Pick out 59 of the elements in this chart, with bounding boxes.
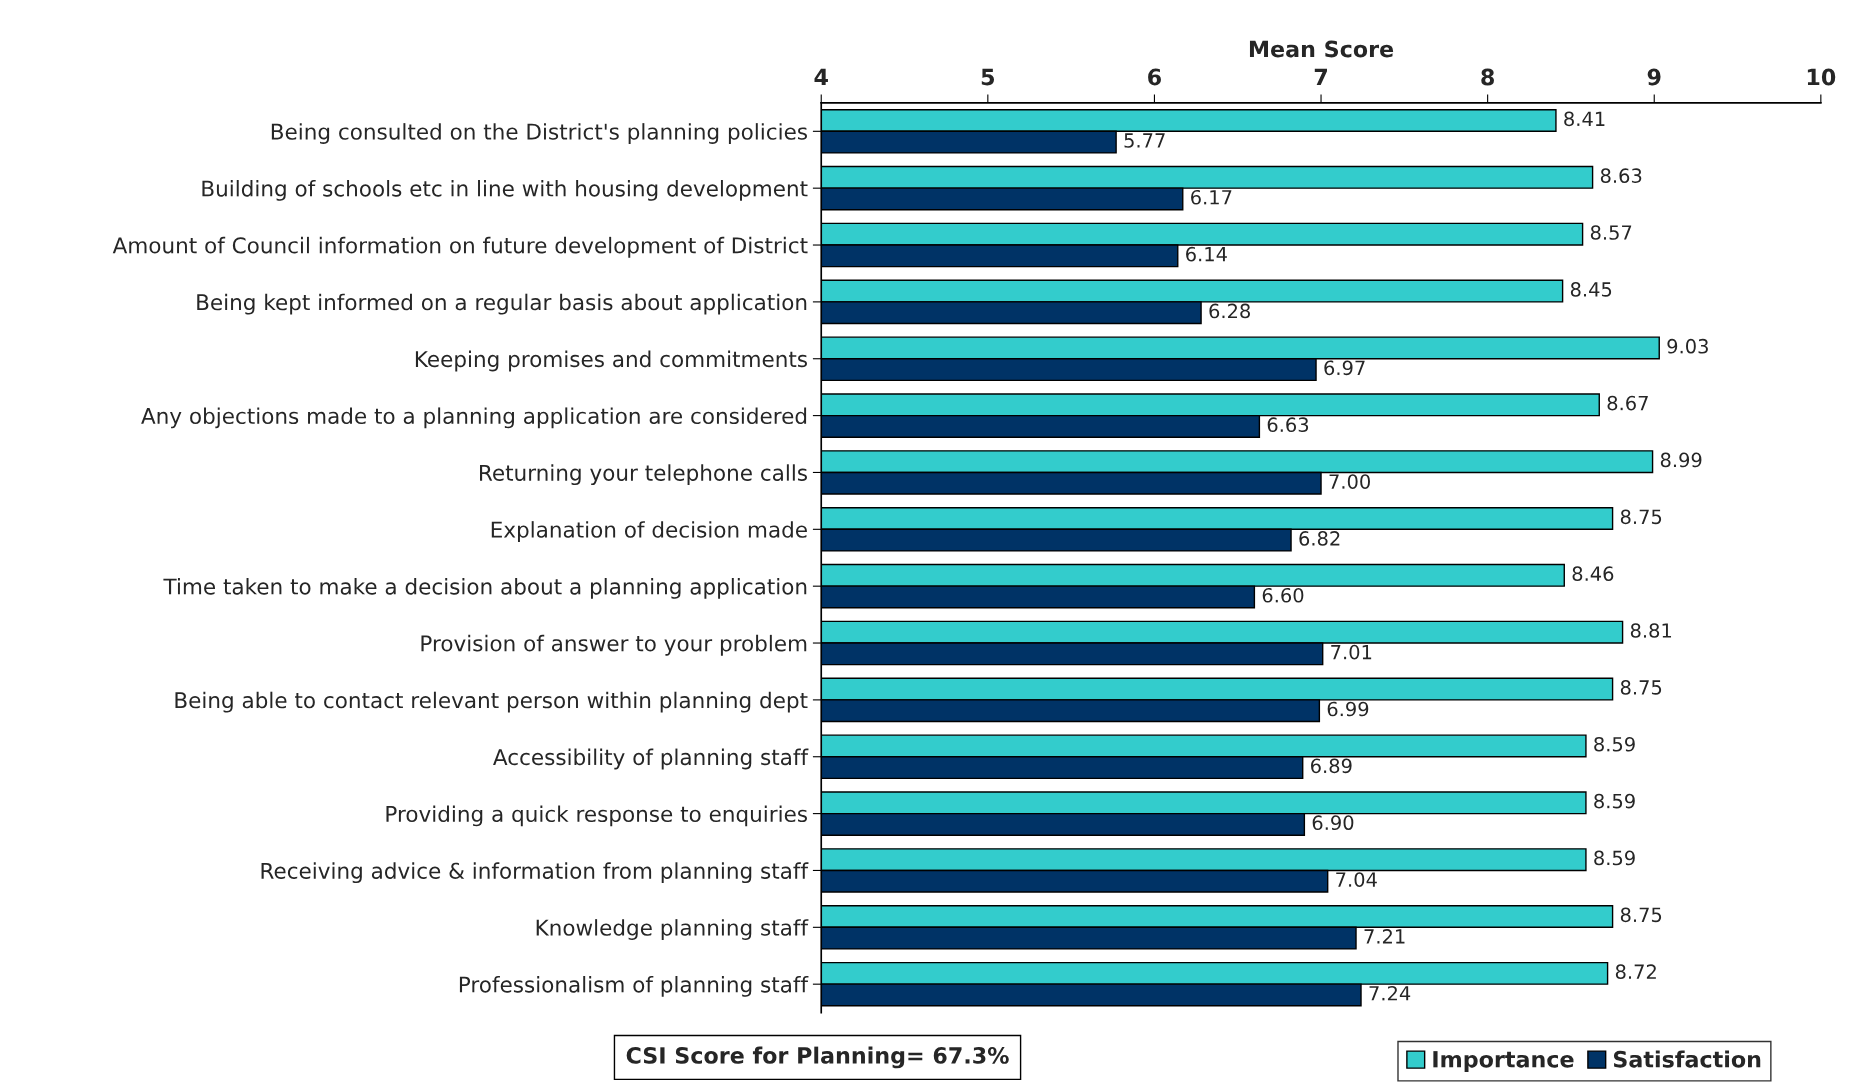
data-label: 6.89 (1311, 758, 1352, 774)
data-label: 8.59 (1594, 736, 1635, 752)
data-label: 6.99 (1327, 701, 1369, 717)
data-label: 7.01 (1331, 644, 1372, 660)
data-label: 8.59 (1594, 850, 1635, 866)
x-tick-label: 10 (1807, 68, 1836, 86)
y-tick-label: Any objections made to a planning application are considered (141, 407, 807, 429)
legend-label: Importance (1433, 1051, 1574, 1072)
x-tick-label: 5 (981, 68, 995, 86)
x-tick-label: 6 (1148, 68, 1161, 86)
y-tick-label: Being consulted on the District's planning policies (271, 123, 807, 144)
data-label: 7.24 (1369, 985, 1411, 1001)
data-label: 5.77 (1124, 133, 1165, 148)
y-tick-label: Returning your telephone calls (480, 464, 807, 486)
data-label: 8.41 (1564, 111, 1605, 127)
data-label: 8.45 (1570, 282, 1612, 297)
data-label: 8.75 (1620, 907, 1662, 923)
data-label: 8.59 (1594, 793, 1635, 809)
y-tick-label: Providing a quick response to enquiries (386, 805, 807, 827)
y-tick-label: Building of schools etc in line with housing development (202, 179, 808, 201)
data-label: 7.00 (1329, 474, 1370, 489)
data-label: 8.72 (1615, 964, 1656, 980)
legend-label: Satisfaction (1613, 1050, 1761, 1068)
data-label: 6.90 (1312, 815, 1354, 831)
y-tick-label: Explanation of decision made (491, 521, 807, 542)
x-axis-title: Mean Score (1249, 40, 1394, 58)
data-label: 6.14 (1186, 246, 1227, 262)
y-tick-label: Professionalism of planning staff (459, 976, 809, 997)
y-tick-label: Being kept informed on a regular basis about application (197, 293, 807, 315)
data-label: 6.97 (1324, 360, 1365, 376)
data-label: 8.46 (1572, 566, 1614, 582)
data-label: 6.17 (1191, 189, 1232, 205)
y-tick-label: Keeping promises and commitments (415, 350, 807, 372)
y-tick-label: Receiving advice & information from planning staff (261, 862, 809, 884)
x-tick-label: 7 (1314, 68, 1327, 86)
y-tick-label: Knowledge planning staff (536, 919, 809, 940)
data-label: 6.82 (1299, 531, 1340, 546)
data-label: 9.03 (1667, 338, 1708, 354)
y-tick-label: Provision of answer to your problem (421, 634, 807, 656)
data-label: 6.28 (1209, 303, 1250, 319)
y-tick-label: Being able to contact relevant person within planning dept (175, 691, 808, 713)
data-label: 6.60 (1262, 587, 1304, 603)
x-tick-label: 4 (814, 68, 828, 86)
y-tick-label: Time taken to make a decision about a planning application (163, 577, 807, 599)
data-label: 8.81 (1630, 623, 1672, 638)
data-label: 8.75 (1620, 509, 1662, 525)
text: CSI Score for Planning= 67.3% (626, 1046, 1009, 1069)
data-label: 8.63 (1600, 168, 1642, 184)
data-label: 8.67 (1607, 395, 1648, 411)
data-label: 7.04 (1336, 872, 1377, 887)
data-label: 8.57 (1590, 225, 1632, 240)
y-tick-label: Accessibility of planning staff (493, 748, 809, 770)
data-label: 8.75 (1620, 680, 1662, 695)
x-tick-label: 9 (1647, 68, 1661, 86)
x-tick-label: 8 (1481, 68, 1494, 86)
data-label: 6.63 (1267, 417, 1309, 433)
data-label: 8.99 (1660, 452, 1702, 468)
data-label: 7.21 (1364, 929, 1405, 944)
y-tick-label: Amount of Council information on future development of District (112, 236, 808, 258)
